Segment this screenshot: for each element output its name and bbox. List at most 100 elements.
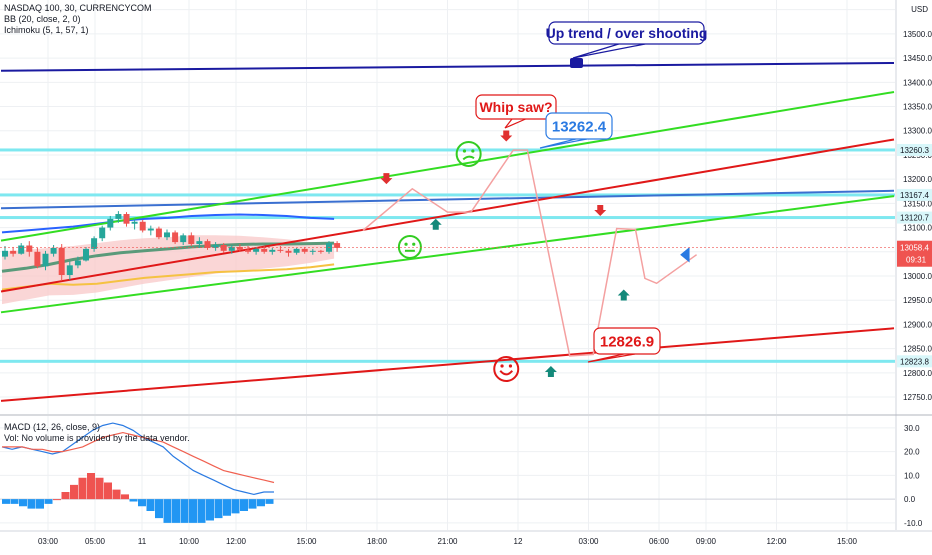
candle-body bbox=[277, 249, 284, 251]
last-price-badge bbox=[897, 240, 932, 267]
price-tick-label: 13500.0 bbox=[903, 30, 932, 39]
red-channel-lower bbox=[0, 327, 895, 402]
time-tick-label: 03:00 bbox=[38, 537, 59, 546]
level-price-badge bbox=[897, 188, 932, 201]
worried-face-icon bbox=[455, 140, 482, 167]
happy-face-icon-eye bbox=[500, 364, 504, 368]
sell-signal-arrow-icon bbox=[594, 205, 607, 217]
neutral-face-icon bbox=[397, 234, 422, 259]
buy-signal-arrow-icon bbox=[544, 365, 557, 377]
time-tick-label: 12 bbox=[514, 537, 523, 546]
trend-marker-icon bbox=[570, 58, 583, 68]
price-tick-label: 13300.0 bbox=[903, 127, 932, 136]
high-price-callout: 13262.4 bbox=[539, 112, 613, 149]
macd-histogram-bar bbox=[44, 499, 53, 504]
level-price-badge bbox=[897, 211, 932, 224]
candle-body bbox=[334, 243, 341, 248]
candle-body bbox=[164, 232, 170, 238]
volume-note: Vol: No volume is provided by the data v… bbox=[4, 433, 190, 443]
candle-body bbox=[309, 250, 316, 252]
macd-histogram-bar bbox=[155, 499, 163, 519]
macd-histogram-bar bbox=[146, 499, 155, 511]
price-tick-label: 13450.0 bbox=[903, 54, 932, 63]
last-price-text: 13058.4 bbox=[900, 244, 929, 253]
macd-histogram-bar bbox=[70, 484, 78, 500]
level-price-text: 13120.7 bbox=[900, 214, 929, 223]
time-tick-label: 09:00 bbox=[696, 537, 717, 546]
worried-face-icon-eye bbox=[462, 149, 467, 153]
candle-body bbox=[34, 251, 41, 267]
macd-line bbox=[1, 422, 274, 496]
candle-body bbox=[66, 265, 73, 276]
macd-histogram-bar bbox=[223, 499, 231, 516]
macd-histogram-bar bbox=[112, 489, 121, 500]
macd-tick-label: 0.0 bbox=[904, 495, 916, 504]
symbol-title[interactable]: NASDAQ 100, 30, CURRENCYCOM bbox=[4, 3, 152, 13]
happy-face-icon-eye bbox=[508, 364, 513, 368]
ichimoku-lagging-span bbox=[1, 263, 335, 291]
ichimoku-indicator-label[interactable]: Ichimoku (5, 1, 57, 1) bbox=[4, 25, 89, 35]
price-level-line bbox=[0, 359, 895, 363]
up-trend-callout-text: Up trend / over shooting bbox=[546, 25, 708, 41]
long-term-blue-trendline bbox=[0, 61, 895, 72]
macd-histogram-bar bbox=[53, 499, 61, 501]
whip-saw-callout-box bbox=[475, 94, 557, 120]
high-price-callout-tail bbox=[539, 138, 588, 149]
candle-body bbox=[107, 218, 114, 228]
candle-body bbox=[26, 245, 33, 252]
macd-histogram-bar bbox=[172, 499, 180, 523]
macd-histogram-bar bbox=[36, 499, 44, 509]
candle-body bbox=[301, 248, 308, 252]
time-tick-label: 03:00 bbox=[578, 537, 599, 546]
green-channel-lower bbox=[0, 195, 895, 314]
candle-body bbox=[317, 250, 324, 252]
level-price-text: 13167.4 bbox=[900, 191, 929, 200]
macd-histogram-bar bbox=[78, 477, 87, 500]
macd-legend: MACD (12, 26, close, 9) Vol: No volume i… bbox=[4, 422, 190, 444]
macd-histogram-bar bbox=[163, 499, 172, 523]
whip-saw-callout: Whip saw? bbox=[475, 94, 557, 129]
macd-signal-line bbox=[2, 431, 275, 484]
price-tick-label: 13350.0 bbox=[903, 103, 932, 112]
macd-title[interactable]: MACD (12, 26, close, 9) bbox=[4, 422, 101, 432]
time-tick-label: 15:00 bbox=[296, 537, 317, 546]
time-tick-label: 10:00 bbox=[179, 537, 200, 546]
candle-body bbox=[188, 235, 195, 245]
bb-indicator-label[interactable]: BB (20, close, 2, 0) bbox=[4, 14, 81, 24]
candle-body bbox=[58, 247, 65, 276]
macd-histogram-bar bbox=[197, 499, 206, 523]
macd-histogram-bar bbox=[206, 499, 214, 521]
time-tick-label: 12:00 bbox=[226, 537, 247, 546]
candle-body bbox=[236, 246, 243, 250]
price-level-line bbox=[0, 193, 895, 197]
time-tick-label: 05:00 bbox=[85, 537, 106, 546]
candle-body bbox=[285, 250, 292, 253]
candle-body bbox=[212, 245, 219, 248]
candle-body bbox=[196, 241, 203, 245]
macd-histogram-bar bbox=[2, 499, 10, 504]
countdown-text: 09:31 bbox=[906, 256, 927, 265]
macd-histogram-bar bbox=[19, 499, 27, 507]
worried-face-icon-outline bbox=[455, 140, 482, 167]
macd-histogram-bar bbox=[87, 473, 95, 500]
worried-face-icon-eye bbox=[471, 149, 475, 153]
candle-body bbox=[91, 238, 98, 249]
level-price-badge bbox=[897, 143, 932, 156]
happy-face-icon-mouth bbox=[499, 370, 514, 376]
price-tick-label: 13100.0 bbox=[903, 224, 932, 233]
happy-face-icon-outline bbox=[493, 355, 520, 382]
macd-histogram-bar bbox=[129, 499, 138, 502]
macd-histogram-bar bbox=[248, 499, 257, 509]
candle-body bbox=[74, 260, 81, 266]
low-price-callout-text: 12826.9 bbox=[600, 333, 654, 350]
price-tick-label: 12800.0 bbox=[903, 369, 932, 378]
macd-histogram-bar bbox=[121, 494, 129, 500]
low-price-callout-tail bbox=[587, 353, 636, 363]
macd-histogram-bar bbox=[257, 499, 265, 507]
candle-body bbox=[253, 248, 260, 252]
candle-body bbox=[245, 249, 251, 252]
macd-histogram-bar bbox=[27, 499, 36, 509]
candle-body bbox=[139, 221, 146, 231]
